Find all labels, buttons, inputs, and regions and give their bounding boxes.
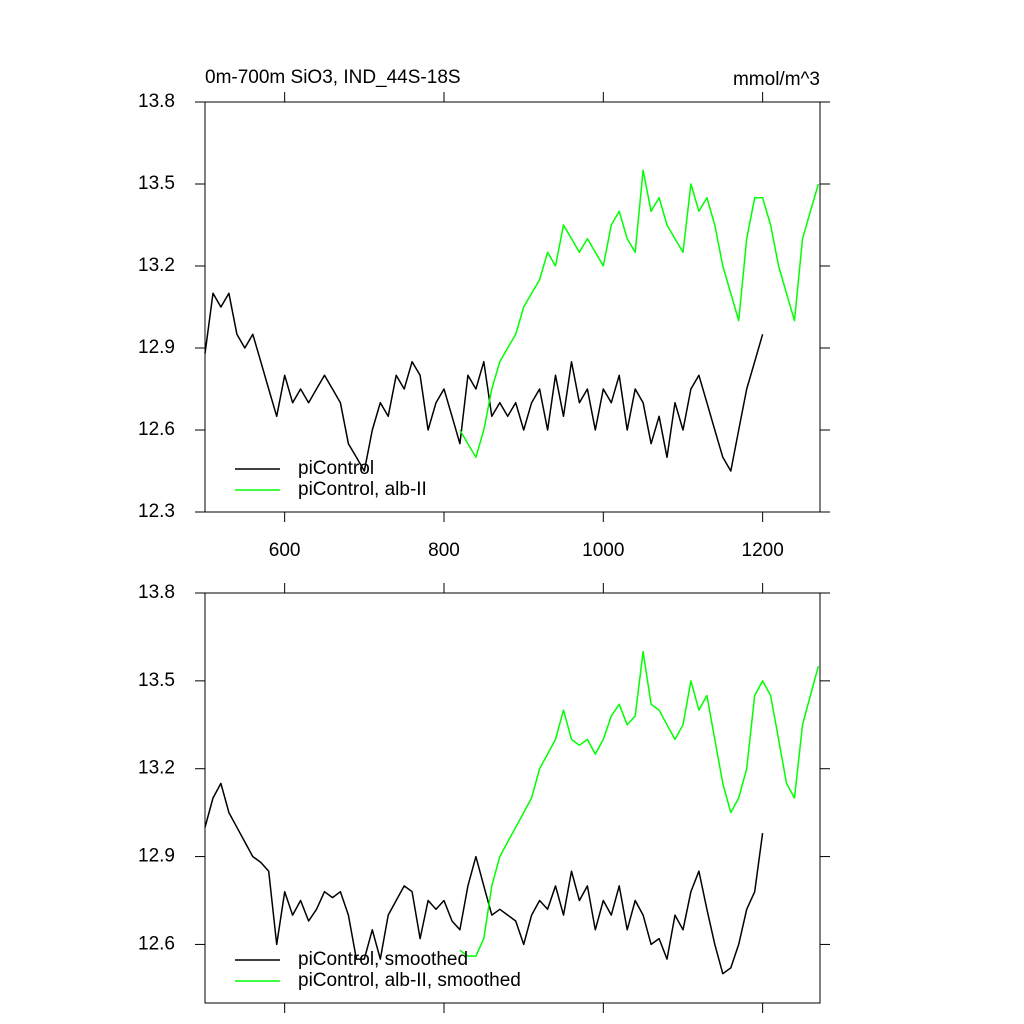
series-line: [459, 650, 820, 957]
plot-frame: [204, 101, 821, 513]
x-tick-label: 1000: [582, 540, 624, 561]
x-tick-label: 800: [428, 540, 460, 561]
y-tick-label: 13.5: [138, 173, 175, 194]
y-tick-label: 12.3: [138, 501, 175, 522]
units-label: mmol/m^3: [733, 69, 820, 90]
legend-label: piControl, smoothed: [298, 949, 468, 970]
plot-frame: [204, 592, 821, 1004]
series-line: [204, 782, 764, 975]
y-tick-label: 12.9: [138, 846, 175, 867]
y-tick-label: 12.6: [138, 419, 175, 440]
y-tick-label: 12.9: [138, 337, 175, 358]
y-tick-label: 13.2: [138, 758, 175, 779]
y-tick-label: 13.5: [138, 670, 175, 691]
x-tick-label: 600: [269, 540, 301, 561]
series-line: [204, 292, 764, 472]
y-tick-label: 13.8: [138, 582, 175, 603]
y-tick-label: 13.2: [138, 255, 175, 276]
legend-label: piControl: [298, 458, 374, 479]
legend-label: piControl, alb-II: [298, 479, 427, 500]
legend-label: piControl, alb-II, smoothed: [298, 970, 521, 991]
y-tick-label: 13.8: [138, 91, 175, 112]
x-tick-label: 1200: [742, 540, 784, 561]
y-tick-label: 12.6: [138, 933, 175, 954]
chart-title: 0m-700m SiO3, IND_44S-18S: [205, 67, 461, 88]
series-line: [459, 169, 820, 459]
